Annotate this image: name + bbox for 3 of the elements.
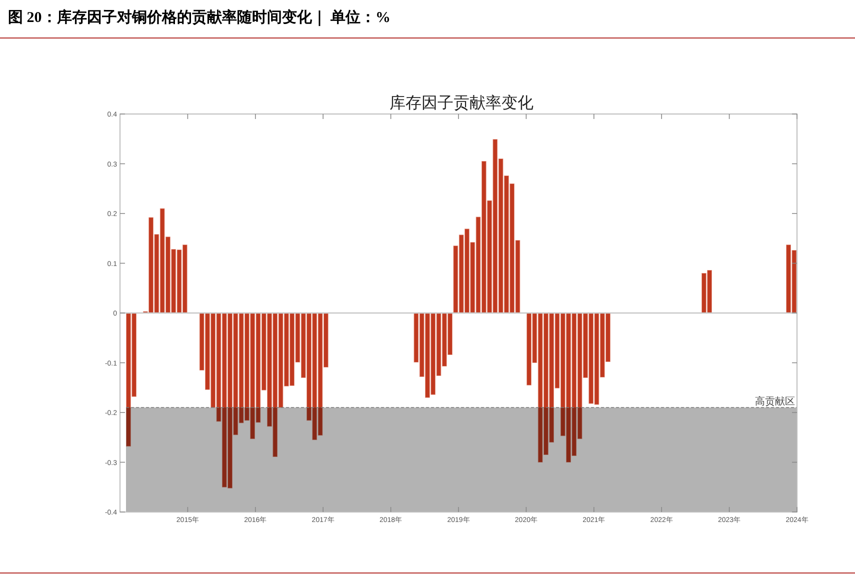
chart-subtitle: 库存因子贡献率变化 [390, 94, 534, 112]
chart-title: 图 20：库存因子对铜价格的贡献率随时间变化｜ 单位：% [8, 8, 390, 27]
band-label: 高贡献区 [755, 396, 795, 408]
